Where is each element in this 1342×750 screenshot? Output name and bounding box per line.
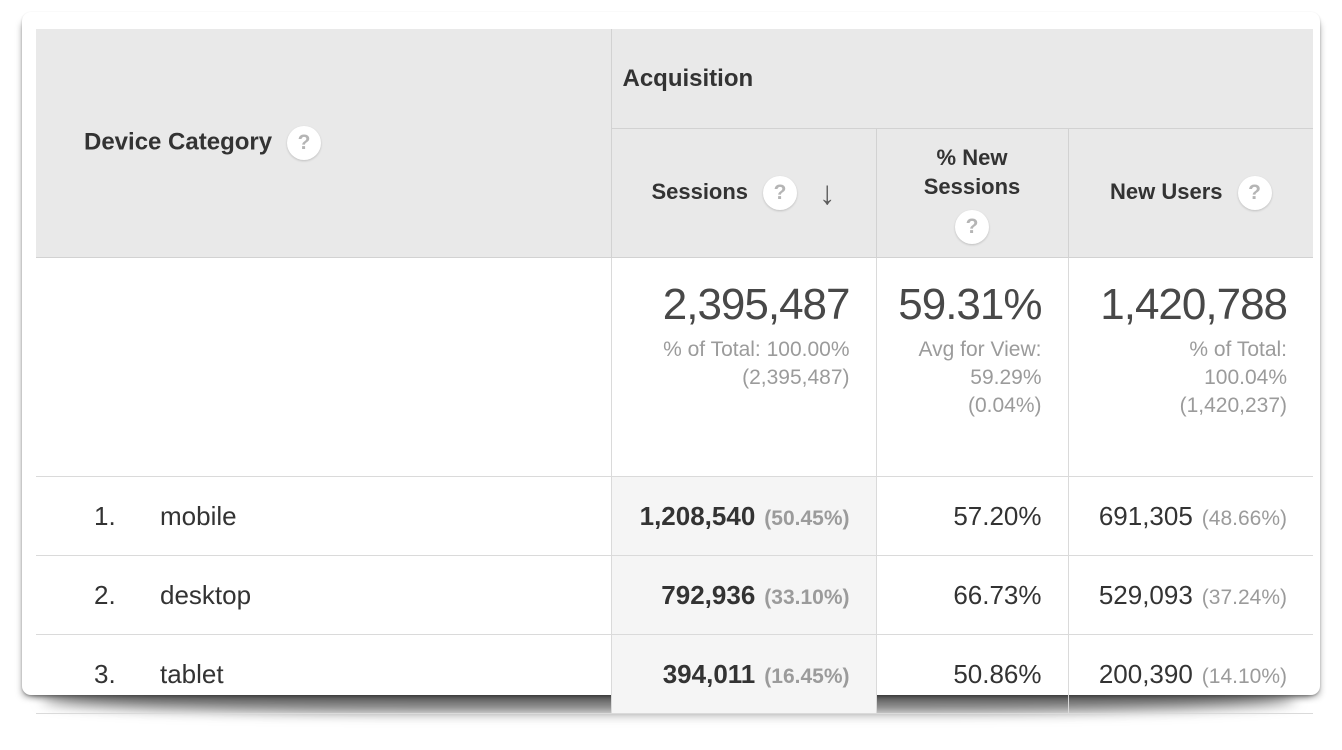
row-rank: 1. — [94, 500, 116, 531]
new-users-cell: 691,305 (48.66%) — [1067, 476, 1314, 556]
subtext-line: 59.29% — [970, 366, 1042, 389]
new-users-total-value: 1,420,788 — [1100, 280, 1288, 329]
sessions-cell: 394,011 (16.45%) — [610, 634, 876, 714]
table-row-tablet: 3. tablet 394,011 (16.45%) 50.86% 200,390 (… — [36, 634, 1314, 714]
sessions-percent: (50.45%) — [764, 506, 850, 530]
sessions-cell: 792,936 (33.10%) — [610, 555, 876, 635]
sessions-value: 394,011 — [662, 658, 756, 689]
new-users-value: 200,390 — [1098, 658, 1193, 689]
new-users-percent: (37.24%) — [1201, 585, 1288, 609]
column-header-new-users[interactable]: New Users? — [1067, 128, 1314, 258]
sessions-cell: 1,208,540 (50.45%) — [610, 476, 876, 556]
pct-new-sessions-cell: 66.73% — [875, 555, 1068, 635]
pct-new-sessions-total-subtext: Avg for View: 59.29% (0.04%) — [878, 336, 1042, 420]
new-users-label: New Users — [1110, 178, 1223, 204]
sessions-value: 792,936 — [661, 579, 756, 610]
pct-new-sessions-label-line2: Sessions — [923, 173, 1021, 199]
column-header-device-category[interactable]: Device Category? — [36, 29, 612, 258]
group-header-row: Device Category? Acquisition — [36, 29, 1314, 258]
subtext-line: 100.04% — [1204, 366, 1288, 389]
subtext-line: (2,395,487) — [742, 366, 850, 389]
device-name: tablet — [160, 658, 224, 689]
metric-header-row: Sessions? ↓ % New Sessions ? New Users? — [36, 128, 1314, 258]
help-icon[interactable]: ? — [1237, 176, 1272, 210]
column-header-sessions[interactable]: Sessions? ↓ — [610, 128, 876, 258]
sessions-value: 1,208,540 — [639, 500, 756, 531]
table-body: 2,395,487 % of Total: 100.00% (2,395,487… — [36, 257, 1314, 714]
column-header-pct-new-sessions[interactable]: % New Sessions ? — [875, 128, 1068, 258]
table-row-mobile: 1. mobile 1,208,540 (50.45%) 57.20% 691,30… — [36, 476, 1314, 556]
subtext-line: (0.04%) — [967, 394, 1042, 417]
pct-new-sessions-cell: 57.20% — [875, 476, 1068, 556]
sessions-total-value: 2,395,487 — [662, 280, 851, 329]
subtext-line: % of Total: — [1189, 338, 1288, 361]
device-category-label: Device Category — [84, 128, 273, 156]
pct-new-sessions-value: 66.73% — [953, 579, 1042, 610]
subtext-line: Avg for View: — [918, 338, 1042, 361]
sessions-label: Sessions — [651, 178, 749, 204]
device-name: mobile — [160, 500, 237, 531]
new-users-cell: 529,093 (37.24%) — [1067, 555, 1314, 635]
pct-new-sessions-value: 50.86% — [953, 658, 1042, 689]
table-head: Device Category? Acquisition Sessions? ↓ … — [36, 29, 1314, 258]
new-users-value: 691,305 — [1098, 500, 1193, 531]
pct-new-sessions-cell: 50.86% — [875, 634, 1068, 714]
row-rank: 2. — [94, 579, 116, 610]
sessions-total-subtext: % of Total: 100.00% (2,395,487) — [613, 336, 850, 392]
row-rank: 3. — [94, 658, 116, 689]
new-users-value: 529,093 — [1098, 579, 1193, 610]
subtext-line: (1,420,237) — [1179, 394, 1288, 417]
sessions-percent: (16.45%) — [764, 664, 850, 688]
new-users-percent: (48.66%) — [1201, 506, 1288, 530]
new-users-percent: (14.10%) — [1201, 664, 1288, 688]
pct-new-sessions-total-value: 59.31% — [898, 280, 1042, 329]
device-category-table: Device Category? Acquisition Sessions? ↓ … — [36, 29, 1314, 714]
device-cell: 2. desktop — [36, 555, 611, 635]
device-cell: 3. tablet — [36, 634, 611, 714]
sort-descending-icon: ↓ — [819, 174, 836, 211]
totals-sessions-cell: 2,395,487 % of Total: 100.00% (2,395,487… — [610, 257, 876, 477]
help-icon[interactable]: ? — [763, 176, 798, 210]
device-cell: 1. mobile — [36, 476, 611, 556]
table-row-desktop: 2. desktop 792,936 (33.10%) 66.73% 529,093… — [36, 555, 1314, 635]
acquisition-label: Acquisition — [622, 64, 754, 92]
totals-new-users-cell: 1,420,788 % of Total: 100.04% (1,420,237… — [1067, 257, 1314, 477]
help-icon[interactable]: ? — [955, 209, 989, 244]
totals-row: 2,395,487 % of Total: 100.00% (2,395,487… — [36, 257, 1314, 477]
new-users-cell: 200,390 (14.10%) — [1067, 634, 1314, 714]
help-icon[interactable]: ? — [287, 126, 322, 160]
totals-pct-new-sessions-cell: 59.31% Avg for View: 59.29% (0.04%) — [875, 257, 1068, 477]
group-header-acquisition: Acquisition — [610, 29, 1314, 129]
analytics-report-card: Device Category? Acquisition Sessions? ↓ … — [22, 12, 1320, 714]
pct-new-sessions-value: 57.20% — [953, 500, 1042, 531]
sessions-percent: (33.10%) — [764, 585, 850, 609]
subtext-line: % of Total: 100.00% — [663, 338, 850, 361]
pct-new-sessions-label-line1: % New — [936, 144, 1008, 170]
totals-empty-cell — [36, 257, 611, 477]
new-users-total-subtext: % of Total: 100.04% (1,420,237) — [1070, 336, 1288, 420]
device-name: desktop — [160, 579, 252, 610]
